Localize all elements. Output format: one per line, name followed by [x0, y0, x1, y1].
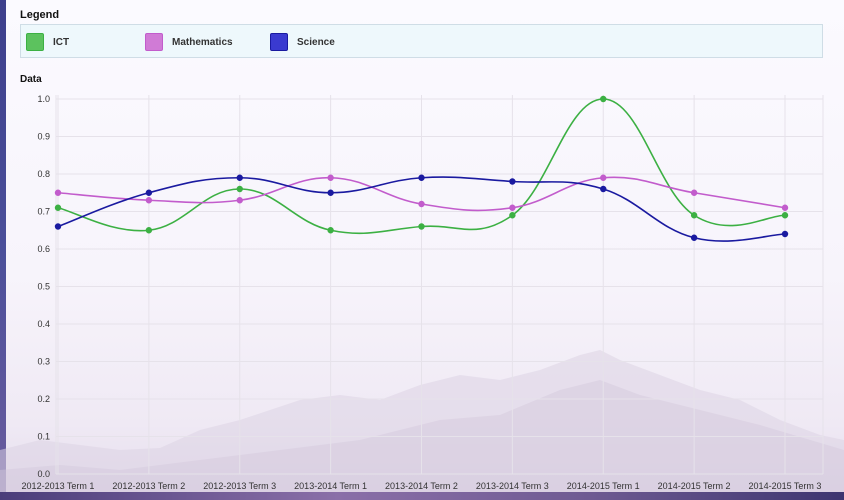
- data-point-mathematics[interactable]: [418, 200, 425, 208]
- x-tick-label: 2014-2015 Term 2: [658, 481, 731, 491]
- data-point-ict[interactable]: [327, 227, 334, 234]
- series-line-ict: [57, 98, 786, 235]
- y-tick-label: 0.6: [37, 244, 50, 254]
- data-point-science[interactable]: [327, 189, 334, 196]
- data-point-ict[interactable]: [509, 212, 516, 219]
- y-tick-label: 0.8: [37, 169, 50, 179]
- x-tick-label: 2013-2014 Term 1: [294, 481, 367, 491]
- y-tick-label: 0.4: [37, 319, 50, 329]
- data-point-mathematics[interactable]: [690, 189, 698, 196]
- legend-swatch-ict: [26, 33, 44, 51]
- y-tick-label: 0.3: [37, 357, 50, 367]
- window-frame-bottom: [0, 492, 844, 500]
- y-axis: 0.0 0.1 0.2 0.3 0.4 0.5 0.6 0.7 0.8 0.9 1.0: [37, 94, 50, 479]
- y-tick-label: 0.1: [37, 432, 50, 442]
- chart-grid: [55, 95, 824, 475]
- x-tick-label: 2013-2014 Term 2: [385, 481, 458, 491]
- data-point-mathematics[interactable]: [509, 204, 516, 211]
- y-tick-label: 1.0: [37, 94, 50, 104]
- data-point-ict[interactable]: [145, 227, 153, 234]
- legend: ICT Mathematics Science: [20, 24, 823, 58]
- data-point-mathematics[interactable]: [54, 189, 62, 196]
- data-point-mathematics[interactable]: [600, 174, 607, 181]
- data-point-ict[interactable]: [690, 212, 698, 219]
- x-axis: 2012-2013 Term 1 2012-2013 Term 2 2012-201…: [22, 481, 822, 491]
- legend-item-mathematics[interactable]: Mathematics: [145, 31, 233, 53]
- x-tick-label: 2012-2013 Term 2: [112, 481, 185, 491]
- x-tick-label: 2014-2015 Term 1: [567, 481, 640, 491]
- data-point-ict[interactable]: [418, 223, 425, 230]
- legend-label-science: Science: [297, 36, 335, 48]
- data-point-science[interactable]: [781, 230, 789, 238]
- legend-label-mathematics: Mathematics: [172, 36, 233, 48]
- data-point-ict[interactable]: [600, 95, 607, 103]
- legend-label-ict: ICT: [53, 36, 70, 48]
- legend-item-ict[interactable]: ICT: [26, 31, 69, 53]
- legend-title: Legend: [20, 9, 60, 21]
- chart-title: Data: [20, 74, 42, 85]
- data-point-ict[interactable]: [781, 212, 789, 219]
- window-frame-left: [0, 0, 6, 500]
- legend-swatch-mathematics: [145, 33, 163, 51]
- x-tick-label: 2013-2014 Term 3: [476, 481, 549, 491]
- data-point-mathematics[interactable]: [781, 204, 789, 211]
- x-tick-label: 2012-2013 Term 1: [22, 481, 95, 491]
- legend-swatch-science: [270, 33, 288, 51]
- y-tick-label: 0.7: [37, 207, 50, 217]
- chart-points: [54, 95, 789, 241]
- data-point-science[interactable]: [54, 223, 62, 230]
- data-point-science[interactable]: [509, 178, 516, 185]
- y-tick-label: 0.9: [37, 132, 50, 142]
- data-point-mathematics[interactable]: [145, 197, 153, 204]
- x-tick-label: 2012-2013 Term 3: [203, 481, 276, 491]
- x-tick-label: 2014-2015 Term 3: [749, 481, 822, 491]
- data-point-science[interactable]: [236, 174, 243, 181]
- data-point-science[interactable]: [690, 234, 698, 241]
- y-tick-label: 0.2: [37, 394, 50, 404]
- data-point-ict[interactable]: [54, 204, 62, 211]
- legend-item-science[interactable]: Science: [270, 31, 335, 53]
- data-point-science[interactable]: [418, 174, 425, 181]
- data-point-science[interactable]: [600, 185, 607, 193]
- y-tick-label: 0.0: [37, 469, 50, 479]
- data-point-ict[interactable]: [236, 185, 243, 193]
- y-tick-label: 0.5: [37, 282, 50, 292]
- data-point-science[interactable]: [145, 189, 153, 196]
- data-point-mathematics[interactable]: [236, 197, 243, 204]
- data-point-mathematics[interactable]: [327, 174, 334, 181]
